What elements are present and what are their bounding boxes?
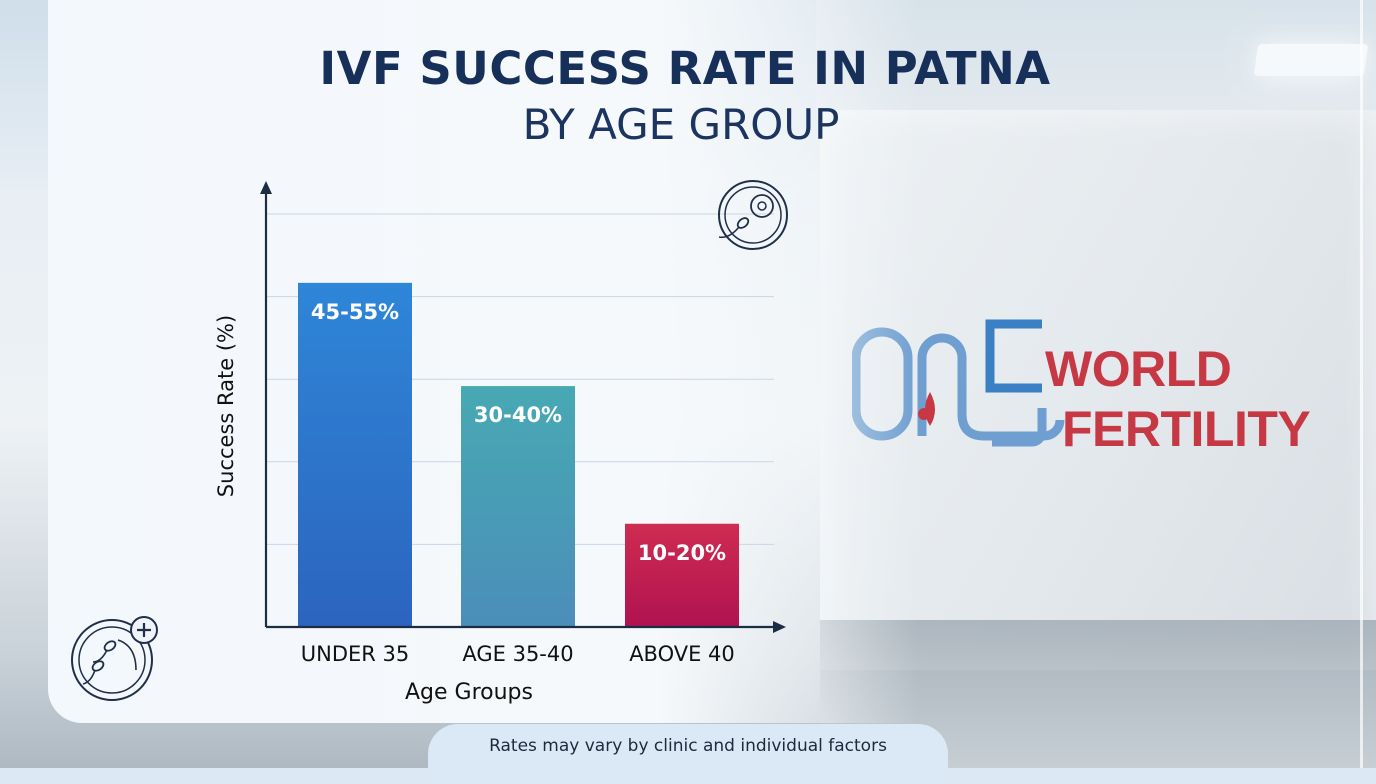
sperm-egg-icon (718, 180, 788, 250)
page-subtitle: BY AGE GROUP (522, 100, 840, 149)
x-axis-arrow (773, 621, 786, 633)
x-axis-label: Age Groups (405, 680, 533, 705)
x-tick-label: ABOVE 40 (629, 642, 735, 666)
bar-value-label: 30-40% (474, 403, 562, 427)
bar-above-40 (625, 523, 739, 627)
bar-under-35 (298, 282, 412, 627)
logo-letter-e-bracket (985, 319, 1042, 393)
bar-chart: 45-55% UNDER 35 30-40% AGE 35-40 10-20% ABOVE… (71, 180, 788, 705)
bar-value-label: 45-55% (311, 300, 399, 324)
x-tick-label: UNDER 35 (301, 642, 410, 666)
y-axis-arrow (260, 181, 272, 194)
logo-word-fertility: FERTILITY (1062, 401, 1311, 457)
page-title: IVF SUCCESS RATE IN PATNA (319, 42, 1051, 95)
bar-age-35-40 (461, 386, 575, 627)
sperm-plus-icon (71, 616, 158, 701)
logo-word-world: WORLD (1045, 341, 1232, 397)
logo-letter-n (917, 333, 967, 436)
chart-labels: 45-55% UNDER 35 30-40% AGE 35-40 10-20% ABOVE… (301, 300, 735, 666)
footer-note: Rates may vary by clinic and individual … (489, 736, 887, 756)
logo-letter-e (957, 413, 1065, 441)
x-tick-label: AGE 35-40 (462, 642, 573, 666)
chart-bars (298, 282, 739, 627)
chart-axes (260, 181, 786, 633)
bar-value-label: 10-20% (638, 541, 726, 565)
glass-edge (1360, 0, 1363, 768)
y-axis-label: Success Rate (%) (214, 315, 238, 497)
